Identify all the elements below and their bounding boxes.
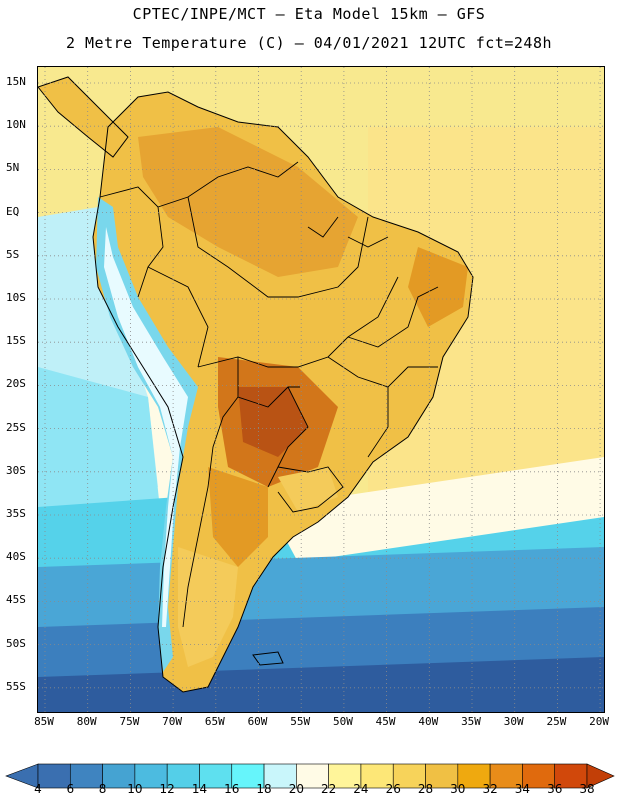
colorbar-label: 34 [514,782,531,796]
hot-pampa [208,467,268,567]
latitude-label: 25S [6,420,26,434]
colorbar-segment [263,763,297,789]
longitude-label: 65W [204,715,225,728]
border-path [137,206,164,298]
longitude-label: 60W [247,715,268,728]
coastline [92,91,474,693]
longitude-label: 70W [162,715,183,728]
border-path [99,161,299,208]
latitude-label: 30S [6,463,26,477]
colorbar-label: 26 [385,782,401,796]
colorbar-label: 18 [256,782,272,796]
longitude-label: 20W [589,715,610,728]
colorbar-segment [360,763,394,789]
latitude-label: 50S [6,636,26,650]
colorbar-segment [489,763,523,789]
andes-snow [104,227,188,627]
colorbar-segment [199,763,233,789]
latitude-label: 20S [6,377,26,391]
colorbar-label: 8 [98,782,107,796]
ocean-deepest [38,657,604,712]
longitude-label: 55W [290,715,311,728]
colorbar-label: 32 [482,782,498,796]
hot-amazon [138,127,358,277]
longitude-label: 35W [461,715,481,728]
uruguay-warm [278,467,338,512]
chart-subtitle: 2 Metre Temperature (C) – 04/01/2021 12U… [65,34,553,52]
colorbar-segment [166,763,200,789]
latitude-label: 40S [6,550,26,564]
colorbar-label: 20 [288,782,304,796]
border-path [147,266,209,368]
colorbar-label: 30 [450,782,466,796]
colorbar-label: 24 [353,782,369,796]
colorbar-segment [296,763,329,789]
colorbar-segment [457,763,491,789]
latitude-label: 55S [6,679,26,693]
latitude-label: 15N [6,75,26,88]
border-path [277,466,344,513]
border-path [187,196,369,298]
latitude-label: 10S [6,291,26,304]
longitude-label: 85W [34,715,54,728]
longitude-label: 45W [375,715,396,728]
colorbar-label: 14 [191,782,208,796]
border-path [197,276,399,368]
longitude-label: 40W [418,715,439,728]
border-path [367,387,389,458]
country-borders [99,161,439,628]
colorbar-segment [69,763,103,789]
colorbar-label: 28 [417,782,434,796]
chart-title: CPTEC/INPE/MCT – Eta Model 15km – GFS [132,5,486,23]
border-path [307,216,339,238]
temperature-map [38,67,604,712]
ocean-light-east [268,457,604,562]
central-america-coast [38,76,129,158]
colorbar-label: 16 [224,782,240,796]
border-path [182,396,239,628]
border-path [347,236,389,248]
colorbar-label: 38 [579,782,595,796]
longitude-label: 75W [119,715,140,728]
colorbar-segment [425,763,459,789]
colorbar [5,763,615,789]
latitude-label: EQ [6,204,20,218]
latitude-label: 15S [6,334,26,348]
latitude-label: 45S [6,593,26,607]
latitude-label: 5N [6,161,20,175]
latitude-label: 10N [6,118,26,132]
map-panel [37,66,605,713]
colorbar-segment [37,763,71,789]
longitude-label: 80W [76,715,97,728]
colorbar-label: 10 [127,782,143,796]
longitude-label: 30W [503,715,524,728]
colorbar-label: 6 [66,782,75,796]
longitude-label: 25W [546,715,567,728]
longitude-label: 50W [332,715,353,728]
falkland-islands [252,651,284,666]
colorbar-segment [231,763,265,789]
latitude-label: 35S [6,507,26,520]
central-america [38,77,128,157]
colorbar-segment [522,763,556,789]
colorbar-label: 4 [34,782,42,796]
colorbar-over-arrow [586,763,615,789]
colorbar-segment [328,763,362,789]
border-path [267,386,309,488]
colorbar-label: 36 [547,782,563,796]
colorbar-label: 22 [321,782,337,796]
border-path [237,357,300,408]
latitude-label: 5S [6,247,20,261]
hottest-chaco [238,387,308,457]
colorbar-label: 12 [159,782,175,796]
border-path [347,286,439,348]
patagonia-warm [178,547,238,667]
colorbar-segment [134,763,168,789]
